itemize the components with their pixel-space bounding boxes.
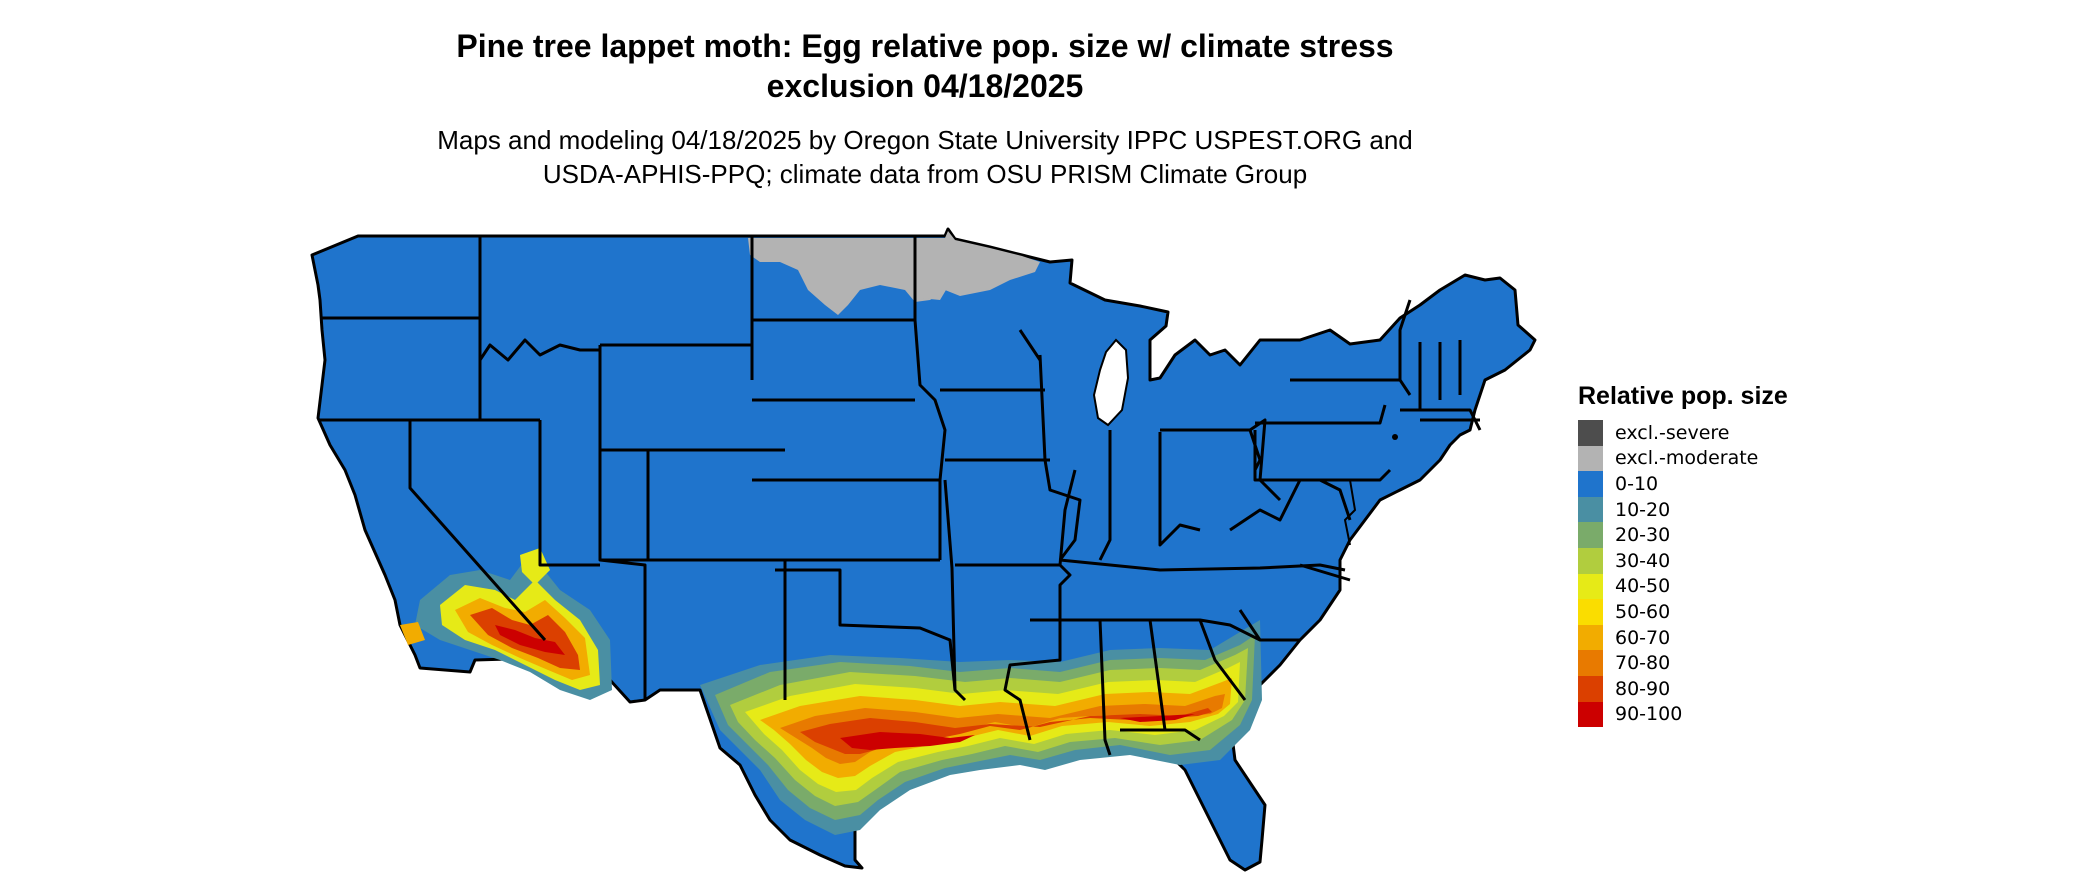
legend-label: 30-40	[1615, 549, 1671, 572]
legend-label: 90-100	[1615, 703, 1683, 726]
legend-label: 50-60	[1615, 600, 1671, 623]
subtitle-line-2: USDA-APHIS-PPQ; climate data from OSU PR…	[542, 159, 1308, 189]
risk-area-southwest	[400, 548, 612, 700]
legend-label: 40-50	[1615, 575, 1671, 598]
legend-item: 70-80	[1578, 650, 1788, 676]
legend-swatch	[1578, 650, 1603, 676]
legend-item: 40-50	[1578, 573, 1788, 600]
chesapeake-bay	[1343, 479, 1357, 546]
title-line-2: exclusion 04/18/2025	[766, 68, 1084, 104]
legend-swatch	[1578, 547, 1603, 574]
map-subtitle: Maps and modeling 04/18/2025 by Oregon S…	[0, 123, 1850, 191]
subtitle-line-1: Maps and modeling 04/18/2025 by Oregon S…	[437, 125, 1413, 155]
legend-item: 50-60	[1578, 599, 1788, 625]
title-line-1: Pine tree lappet moth: Egg relative pop.…	[456, 28, 1394, 64]
legend-swatch	[1578, 522, 1603, 548]
map-title: Pine tree lappet moth: Egg relative pop.…	[0, 26, 1850, 106]
legend-label: 0-10	[1615, 472, 1659, 495]
legend-swatch	[1578, 573, 1603, 600]
legend-swatch	[1578, 701, 1603, 728]
island	[1392, 434, 1398, 440]
great-lake	[1092, 338, 1130, 427]
legend-label: excl.-severe	[1615, 421, 1730, 444]
risk-band-southeast	[700, 620, 1262, 835]
legend-label: 10-20	[1615, 498, 1671, 521]
legend-label: 70-80	[1615, 652, 1671, 675]
legend-item: excl.-moderate	[1578, 445, 1788, 472]
legend-item: 90-100	[1578, 701, 1788, 728]
legend-item: 60-70	[1578, 624, 1788, 651]
legend-items: excl.-severe excl.-moderate 0-10 10-20 20-30…	[1578, 420, 1788, 728]
legend-item: 80-90	[1578, 675, 1788, 702]
legend-swatch	[1578, 445, 1603, 472]
legend-label: excl.-moderate	[1615, 447, 1759, 470]
legend-item: 20-30	[1578, 522, 1788, 548]
exclusion-zone	[748, 231, 1040, 315]
legend-item: excl.-severe	[1578, 420, 1788, 446]
state-borders	[320, 236, 1482, 756]
legend-swatch	[1578, 675, 1603, 702]
legend-label: 60-70	[1615, 626, 1671, 649]
legend-item: 0-10	[1578, 471, 1788, 497]
legend-swatch	[1578, 420, 1603, 446]
legend-swatch	[1578, 624, 1603, 651]
map-legend: Relative pop. size excl.-severe excl.-mod…	[1578, 380, 1788, 728]
exclusion-zone	[912, 258, 955, 300]
legend-title: Relative pop. size	[1578, 382, 1788, 410]
legend-swatch	[1578, 496, 1603, 523]
legend-swatch	[1578, 471, 1603, 497]
legend-item: 10-20	[1578, 496, 1788, 523]
us-map	[310, 227, 1537, 872]
legend-item: 30-40	[1578, 547, 1788, 574]
legend-swatch	[1578, 599, 1603, 625]
legend-label: 80-90	[1615, 677, 1671, 700]
legend-label: 20-30	[1615, 524, 1671, 547]
